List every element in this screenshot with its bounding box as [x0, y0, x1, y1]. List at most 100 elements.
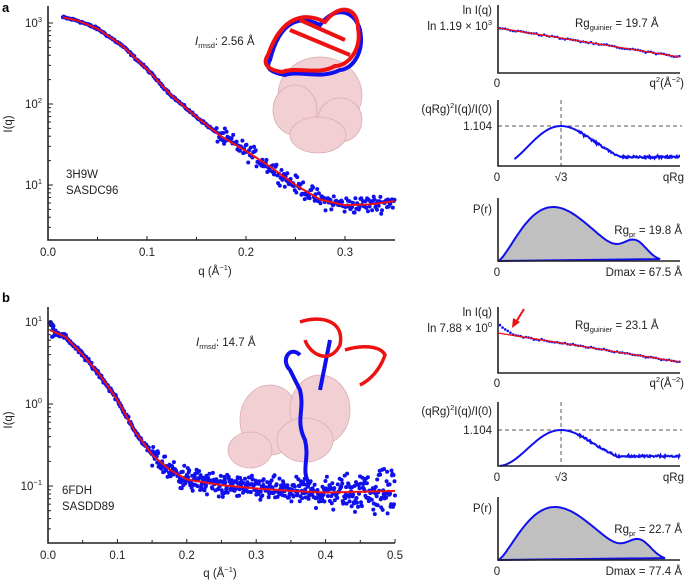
data-point [301, 482, 306, 487]
data-point [266, 495, 271, 500]
guinier-x-label-part: 2 [656, 75, 660, 84]
guinier-y-label-part: ln I(q) [463, 5, 493, 17]
y-tick-base: 10 [25, 180, 38, 192]
data-point [365, 209, 370, 214]
data-point [275, 494, 280, 499]
data-point [353, 196, 358, 201]
pr-y-label-part: P(r) [473, 204, 492, 216]
data-point [379, 211, 384, 216]
surface-blob [227, 431, 273, 469]
kratky-y-label-part: I(q)/I(0) [454, 104, 492, 116]
data-point [354, 496, 359, 500]
kratky-axes [497, 402, 680, 467]
guinier-x-label-part: −2 [672, 375, 681, 384]
data-point [332, 486, 337, 491]
data-point [387, 482, 392, 487]
dmax-label-part: Dmax = 67.5 Å [606, 266, 683, 279]
data-point [345, 471, 350, 476]
x-tick-label: 0.1 [139, 247, 155, 259]
pr-curve [497, 506, 666, 561]
data-point [375, 503, 380, 508]
data-point [274, 482, 279, 487]
ribbon-crystal [263, 7, 361, 75]
data-point [370, 208, 375, 213]
pr-origin-label-part: 0 [494, 267, 500, 279]
y-tick-base: 10 [25, 399, 38, 411]
data-point [244, 142, 249, 147]
data-point [331, 507, 336, 512]
pr-axes [497, 198, 680, 262]
data-point [282, 184, 287, 189]
data-point [260, 493, 265, 498]
guinier-intercept-label-part: 0 [488, 320, 492, 329]
kratky-peak-label: 1.104 [463, 121, 492, 133]
x-tick-label: 0.4 [318, 550, 335, 562]
data-point [324, 474, 329, 479]
x-tick-label: 0.2 [238, 247, 254, 259]
data-point [190, 488, 195, 493]
ribbon-model [266, 10, 363, 78]
y-tick-exp: 3 [38, 15, 42, 24]
pr-curve [497, 206, 661, 262]
kratky-axes [497, 100, 680, 167]
data-point [392, 502, 396, 507]
data-point [385, 197, 390, 202]
data-point [285, 483, 290, 488]
data-point [224, 129, 229, 134]
rmsd-label-a: Irmsd: 2.56 Å [195, 35, 255, 50]
data-point [312, 482, 317, 487]
data-point [195, 484, 200, 489]
rg-guinier-label-part: = 19.7 Å [612, 17, 659, 30]
data-point [261, 477, 266, 482]
data-point [254, 164, 259, 169]
data-point [180, 469, 185, 474]
kratky-x-label-part: qRg [663, 472, 684, 484]
x-tick-label: 0.3 [248, 550, 264, 562]
data-point [343, 496, 348, 501]
data-point [289, 499, 294, 504]
y-tick-label: 100 [25, 396, 42, 411]
rg-pr-label-part: = 22.7 Å [636, 523, 683, 536]
data-point [352, 210, 357, 215]
guinier-point [501, 326, 504, 329]
data-point [279, 168, 284, 172]
sasbdb-id-a: SASDC96 [66, 185, 118, 197]
data-point [220, 138, 225, 143]
data-point [340, 481, 345, 486]
data-point [357, 205, 362, 210]
rg-guinier-label: Rgguinier = 19.7 Å [575, 17, 659, 32]
data-point [163, 454, 168, 459]
data-point [315, 187, 320, 192]
data-point [303, 487, 308, 492]
guinier-origin-label-part: 0 [494, 378, 500, 390]
data-point [376, 203, 381, 208]
data-point [243, 476, 247, 481]
data-point [352, 501, 356, 506]
data-point [283, 493, 287, 498]
rg-pr-label-part: Rg [614, 524, 629, 536]
data-point [203, 477, 207, 482]
y-tick-label: 103 [25, 15, 42, 30]
data-point [297, 499, 302, 504]
data-point [375, 207, 379, 212]
data-point [302, 476, 307, 481]
rg-pr-label-part: Rg [614, 225, 629, 237]
data-point [353, 509, 357, 514]
data-point [240, 138, 245, 143]
data-point [210, 486, 215, 491]
data-point [330, 481, 335, 486]
guinier-intercept-label: ln 1.19 × 103 [427, 18, 492, 33]
data-point [183, 481, 188, 486]
data-point [331, 194, 336, 199]
guinier-y-label-part: ln I(q) [463, 307, 493, 319]
data-point [369, 497, 374, 502]
data-point [277, 183, 282, 188]
pr-origin-label-part: 0 [494, 566, 500, 578]
guinier-x-label-part: (Å [660, 77, 672, 90]
guinier-origin-label: 0 [494, 78, 500, 90]
y-axis-label-a: I(q) [3, 115, 15, 132]
data-point [192, 474, 197, 479]
guinier-intercept-label: ln 7.88 × 100 [427, 320, 492, 335]
